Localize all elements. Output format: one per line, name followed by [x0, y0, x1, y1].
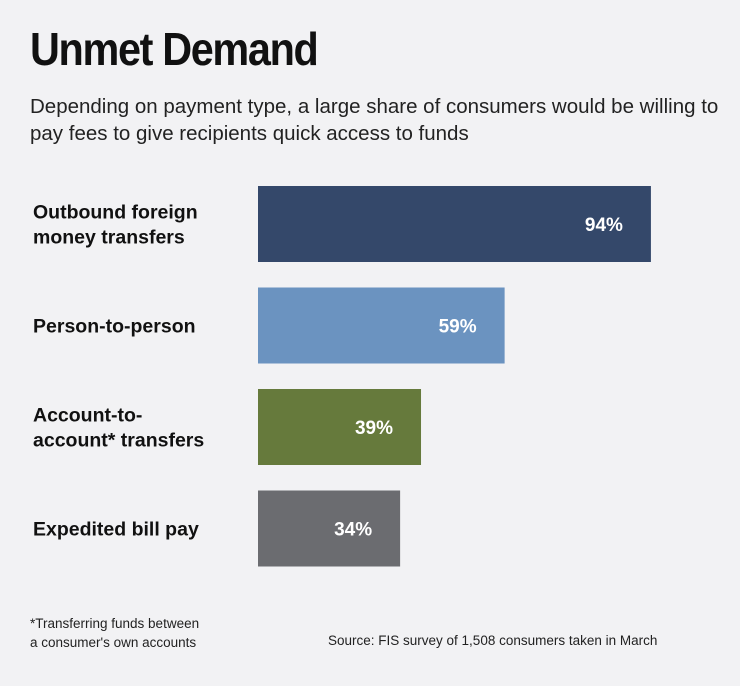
category-label-line: Outbound foreign — [33, 202, 198, 224]
category-label-3: Expedited bill pay — [33, 519, 199, 541]
bar-0 — [258, 186, 651, 262]
category-label-line: Expedited bill pay — [33, 519, 199, 541]
category-label-line: account* transfers — [33, 430, 204, 452]
bar-value-label-1: 59% — [439, 317, 477, 338]
bar-2 — [258, 389, 422, 465]
category-label-line: Person-to-person — [33, 316, 196, 338]
category-label-line: money transfers — [33, 227, 185, 249]
chart-subtitle: Depending on payment type, a large share… — [30, 95, 719, 145]
bar-value-label-0: 94% — [585, 215, 623, 236]
footnote: *Transferring funds between a consumer's… — [30, 616, 200, 650]
category-label-0: Outbound foreign money transfers — [33, 202, 198, 249]
category-label-1: Person-to-person — [33, 316, 196, 338]
bar-1 — [258, 287, 505, 364]
bar-value-label-2: 39% — [355, 418, 393, 439]
category-label-2: Account-to-account* transfers — [33, 405, 204, 452]
bar-value-label-3: 34% — [334, 520, 372, 541]
chart-title: Unmet Demand — [30, 23, 319, 75]
bar-3 — [258, 490, 401, 567]
category-label-line: Account-to- — [33, 405, 142, 427]
source-note: Source: FIS survey of 1,508 consumers ta… — [328, 633, 658, 648]
